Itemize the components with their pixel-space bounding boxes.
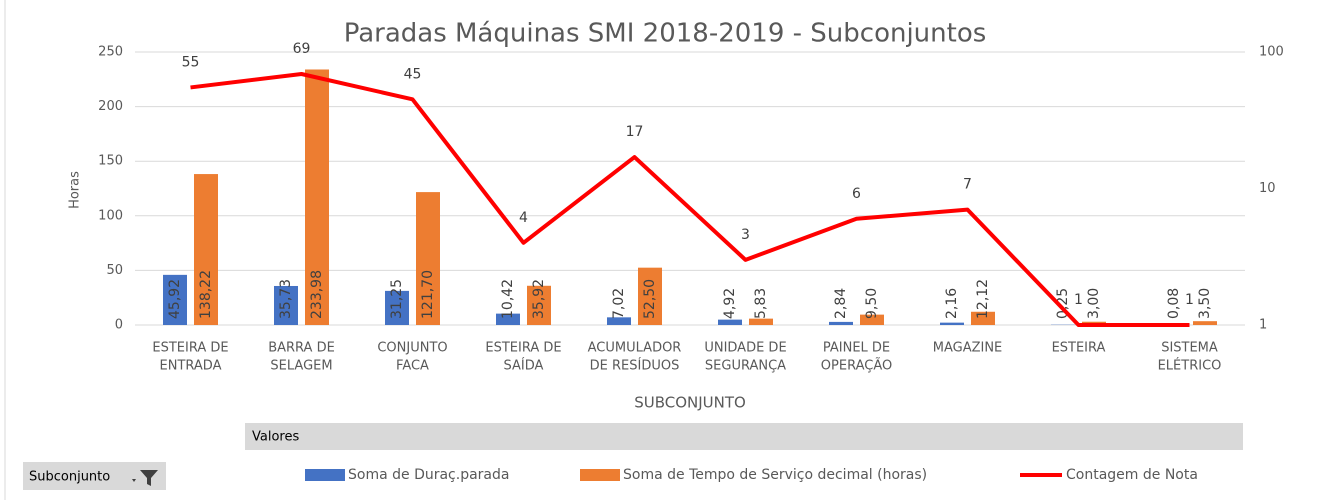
data-label: 7,02: [611, 288, 627, 319]
y2-tick-label: 100: [1259, 45, 1284, 60]
data-label: 4,92: [722, 288, 738, 319]
y-tick-label: 0: [115, 318, 123, 333]
x-tick-label: MAGAZINE: [933, 341, 1003, 356]
legend-swatch: [305, 469, 345, 481]
data-label: 3,50: [1197, 288, 1213, 319]
data-label: 1: [1185, 292, 1194, 308]
x-tick-label: BARRA DE: [268, 341, 335, 356]
data-label: 52,50: [642, 279, 658, 319]
legend-swatch: [580, 469, 620, 481]
bar: [385, 290, 409, 325]
filter-button[interactable]: [23, 462, 166, 490]
bar: [607, 317, 631, 325]
data-label: 55: [182, 54, 200, 70]
y-tick-label: 100: [98, 208, 123, 223]
bar: [274, 285, 298, 325]
data-label: 10,42: [500, 279, 516, 319]
x-tick-label: PAINEL DE: [823, 341, 890, 356]
y-axis-label: Horas: [68, 171, 83, 209]
field-bar[interactable]: [245, 423, 1243, 450]
x-tick-label: FACA: [396, 359, 429, 374]
y2-tick-label: 1: [1259, 318, 1267, 333]
x-tick-label: ENTRADA: [160, 359, 222, 374]
data-label: 7: [963, 177, 972, 193]
bar: [718, 319, 742, 325]
y-tick-label: 150: [98, 154, 123, 169]
data-label: 233,98: [309, 270, 325, 319]
x-axis-label: SUBCONJUNTO: [634, 394, 746, 412]
data-label: 35,92: [531, 279, 547, 319]
filter-icon: [132, 470, 158, 486]
bar: [971, 311, 995, 325]
x-tick-label: SISTEMA: [1161, 341, 1218, 356]
data-label: 121,70: [420, 270, 436, 319]
data-label: 35,73: [278, 279, 294, 319]
data-label: 69: [293, 41, 311, 57]
y-tick-label: 250: [98, 45, 123, 60]
y2-tick-label: 10: [1259, 181, 1276, 196]
data-label: 9,50: [864, 288, 880, 319]
x-tick-label: SAÍDA: [504, 358, 544, 374]
x-tick-label: ESTEIRA DE: [152, 341, 228, 356]
data-label: 3,00: [1086, 288, 1102, 319]
filter-label: Subconjunto: [29, 470, 110, 485]
bar: [749, 318, 773, 325]
bar: [163, 274, 187, 325]
data-label: 45,92: [167, 279, 183, 319]
bar: [305, 69, 329, 326]
data-label: 17: [626, 124, 644, 140]
bar: [940, 322, 964, 325]
data-label: 45: [404, 66, 422, 82]
x-tick-label: OPERAÇÃO: [821, 358, 892, 374]
data-label: 12,12: [975, 279, 991, 319]
x-tick-label: UNIDADE DE: [704, 341, 786, 356]
data-label: 31,25: [389, 279, 405, 319]
data-label: 4: [519, 210, 528, 226]
x-tick-label: ELÉTRICO: [1158, 358, 1222, 374]
field-label: Valores: [252, 430, 299, 445]
x-tick-label: ESTEIRA: [1052, 341, 1106, 356]
y-tick-label: 50: [106, 263, 123, 278]
data-label: 0,08: [1166, 288, 1182, 319]
data-label: 2,16: [944, 288, 960, 319]
data-label: 138,22: [198, 270, 214, 319]
data-label: 5,83: [753, 288, 769, 319]
x-tick-label: ACUMULADOR: [588, 341, 682, 356]
bar: [194, 174, 218, 325]
x-tick-label: SEGURANÇA: [705, 359, 786, 374]
bar: [416, 192, 440, 325]
bar: [496, 313, 520, 325]
x-tick-label: DE RESÍDUOS: [590, 358, 680, 374]
bar: [1193, 321, 1217, 325]
legend-label: Soma de Tempo de Serviço decimal (horas): [623, 467, 927, 483]
y-tick-label: 200: [98, 99, 123, 114]
bar: [527, 285, 551, 325]
data-label: 2,84: [833, 288, 849, 319]
legend-label: Contagem de Nota: [1066, 467, 1198, 483]
data-label: 1: [1074, 292, 1083, 308]
legend-label: Soma de Duraç.parada: [348, 467, 509, 483]
bar: [829, 321, 853, 325]
data-label: 3: [741, 227, 750, 243]
bar: [638, 267, 662, 325]
chart-title: Paradas Máquinas SMI 2018-2019 - Subconj…: [344, 19, 987, 49]
x-tick-label: ESTEIRA DE: [485, 341, 561, 356]
line: [190, 71, 1190, 327]
x-tick-label: CONJUNTO: [377, 341, 447, 356]
bar: [860, 314, 884, 325]
x-tick-label: SELAGEM: [270, 359, 332, 374]
data-label: 6: [852, 186, 861, 202]
